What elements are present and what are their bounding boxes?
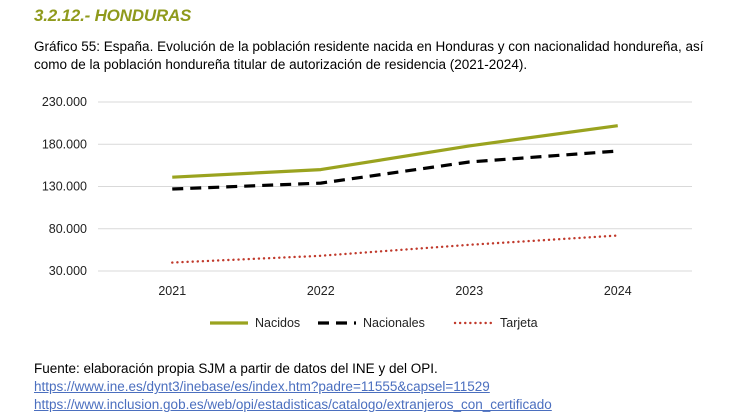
legend-label-tarjeta: Tarjeta	[500, 316, 538, 330]
y-tick-label: 230.000	[42, 95, 87, 109]
x-tick-label: 2024	[604, 284, 632, 298]
source-link-opi[interactable]: https://www.inclusion.gob.es/web/opi/est…	[34, 397, 552, 412]
x-tick-label: 2022	[307, 284, 335, 298]
x-tick-label: 2023	[455, 284, 483, 298]
source-block: Fuente: elaboración propia SJM a partir …	[34, 360, 552, 414]
x-axis-ticks: 2021 2022 2023 2024	[158, 284, 631, 298]
y-tick-label: 130.000	[42, 180, 87, 194]
y-tick-label: 180.000	[42, 137, 87, 151]
series-line-tarjeta	[171, 234, 619, 264]
legend-label-nacionales: Nacionales	[363, 316, 425, 330]
chart-caption: Gráfico 55: España. Evolución de la pobl…	[34, 39, 704, 72]
x-tick-label: 2021	[158, 284, 186, 298]
section-title: 3.2.12.- HONDURAS	[34, 6, 192, 25]
source-text: Fuente: elaboración propia SJM a partir …	[34, 361, 438, 376]
y-axis-ticks: 230.000 180.000 130.000 80.000 30.000	[42, 95, 87, 278]
y-tick-label: 80.000	[49, 222, 87, 236]
series-lines	[171, 124, 619, 264]
legend: Nacidos Nacionales Tarjeta	[210, 316, 538, 330]
legend-label-nacidos: Nacidos	[255, 316, 300, 330]
source-link-ine[interactable]: https://www.ine.es/dynt3/inebase/es/inde…	[34, 379, 490, 394]
series-line-nacidos	[172, 124, 618, 179]
y-tick-label: 30.000	[49, 264, 87, 278]
series-line-nacionales	[172, 149, 618, 191]
